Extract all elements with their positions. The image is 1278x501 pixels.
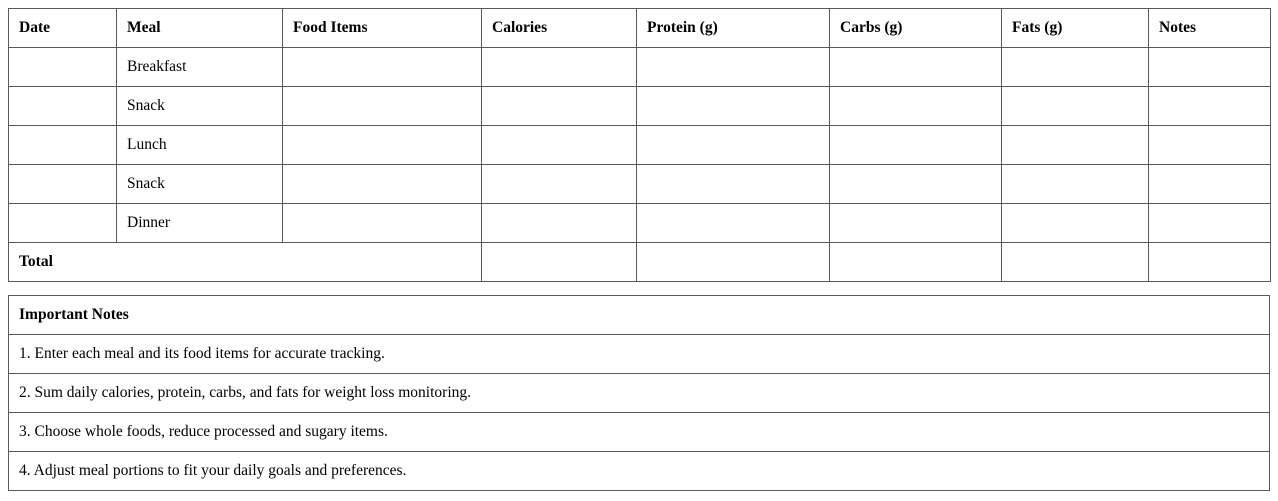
cell-calories[interactable] (481, 86, 637, 126)
cell-date[interactable] (8, 47, 117, 87)
cell-protein[interactable] (636, 164, 830, 204)
cell-food-items[interactable] (282, 125, 482, 165)
table-row: Breakfast (8, 47, 1271, 87)
column-header-protein: Protein (g) (636, 8, 830, 48)
cell-carbs[interactable] (829, 86, 1002, 126)
column-header-notes: Notes (1148, 8, 1271, 48)
notes-heading-row: Important Notes (8, 295, 1270, 335)
cell-fats[interactable] (1001, 164, 1149, 204)
cell-fats[interactable] (1001, 203, 1149, 243)
column-header-carbs: Carbs (g) (829, 8, 1002, 48)
table-row: Dinner (8, 203, 1271, 243)
cell-meal: Snack (116, 164, 283, 204)
column-header-fats: Fats (g) (1001, 8, 1149, 48)
total-calories[interactable] (481, 242, 637, 282)
cell-calories[interactable] (481, 125, 637, 165)
cell-carbs[interactable] (829, 203, 1002, 243)
cell-date[interactable] (8, 86, 117, 126)
notes-heading: Important Notes (8, 295, 1270, 335)
cell-notes[interactable] (1148, 203, 1271, 243)
cell-protein[interactable] (636, 125, 830, 165)
total-fats[interactable] (1001, 242, 1149, 282)
table-row: Lunch (8, 125, 1271, 165)
note-item-3: 3. Choose whole foods, reduce processed … (8, 412, 1270, 452)
cell-notes[interactable] (1148, 164, 1271, 204)
column-header-date: Date (8, 8, 117, 48)
cell-food-items[interactable] (282, 203, 482, 243)
total-carbs[interactable] (829, 242, 1002, 282)
total-protein[interactable] (636, 242, 830, 282)
column-header-calories: Calories (481, 8, 637, 48)
cell-meal: Dinner (116, 203, 283, 243)
total-notes[interactable] (1148, 242, 1271, 282)
cell-fats[interactable] (1001, 125, 1149, 165)
cell-notes[interactable] (1148, 47, 1271, 87)
cell-food-items[interactable] (282, 86, 482, 126)
total-row: Total (8, 242, 1271, 282)
cell-notes[interactable] (1148, 86, 1271, 126)
cell-meal: Breakfast (116, 47, 283, 87)
cell-fats[interactable] (1001, 86, 1149, 126)
column-header-meal: Meal (116, 8, 283, 48)
cell-calories[interactable] (481, 164, 637, 204)
table-row: Snack (8, 86, 1271, 126)
cell-food-items[interactable] (282, 164, 482, 204)
cell-protein[interactable] (636, 86, 830, 126)
note-item-2: 2. Sum daily calories, protein, carbs, a… (8, 373, 1270, 413)
list-item: 1. Enter each meal and its food items fo… (8, 334, 1270, 374)
cell-carbs[interactable] (829, 164, 1002, 204)
list-item: 4. Adjust meal portions to fit your dail… (8, 451, 1270, 491)
cell-food-items[interactable] (282, 47, 482, 87)
table-spacer (8, 282, 1270, 295)
table-row: Snack (8, 164, 1271, 204)
list-item: 2. Sum daily calories, protein, carbs, a… (8, 373, 1270, 413)
meal-log-table: Date Meal Food Items Calories Protein (g… (8, 8, 1271, 282)
cell-meal: Lunch (116, 125, 283, 165)
cell-date[interactable] (8, 203, 117, 243)
cell-calories[interactable] (481, 203, 637, 243)
cell-meal: Snack (116, 86, 283, 126)
cell-protein[interactable] (636, 47, 830, 87)
column-header-food-items: Food Items (282, 8, 482, 48)
important-notes-table: Important Notes 1. Enter each meal and i… (8, 295, 1270, 491)
cell-carbs[interactable] (829, 47, 1002, 87)
cell-calories[interactable] (481, 47, 637, 87)
table-header-row: Date Meal Food Items Calories Protein (g… (8, 8, 1271, 48)
total-label: Total (8, 242, 482, 282)
cell-protein[interactable] (636, 203, 830, 243)
note-item-4: 4. Adjust meal portions to fit your dail… (8, 451, 1270, 491)
list-item: 3. Choose whole foods, reduce processed … (8, 412, 1270, 452)
cell-date[interactable] (8, 125, 117, 165)
cell-notes[interactable] (1148, 125, 1271, 165)
note-item-1: 1. Enter each meal and its food items fo… (8, 334, 1270, 374)
cell-carbs[interactable] (829, 125, 1002, 165)
cell-fats[interactable] (1001, 47, 1149, 87)
cell-date[interactable] (8, 164, 117, 204)
